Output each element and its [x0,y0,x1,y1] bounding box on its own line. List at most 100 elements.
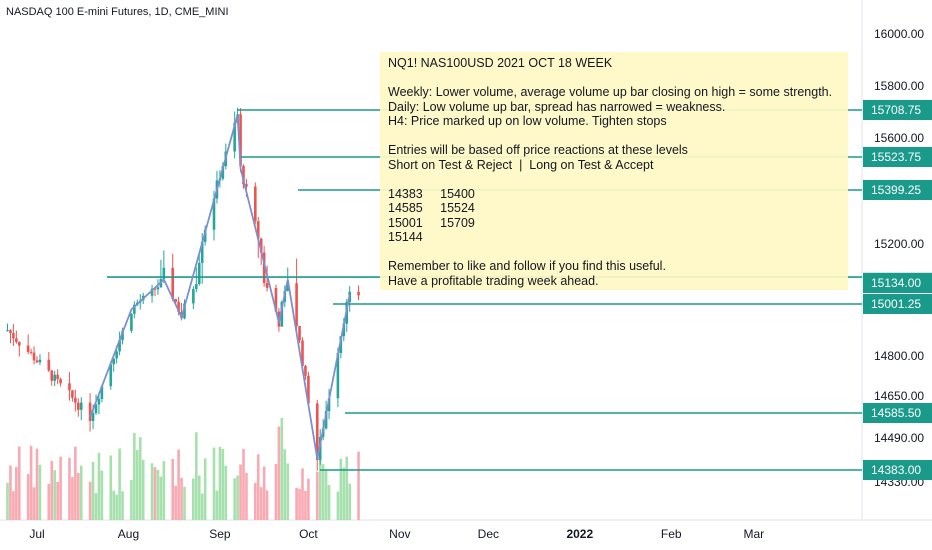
volume-bar [9,465,12,520]
volume-bar [256,454,260,520]
candle-body [56,374,59,380]
volume-bar [239,464,242,520]
note-line: Entries will be based off price reaction… [388,143,688,157]
candle-body [197,262,201,285]
candle-body [192,289,195,304]
volume-bar [100,470,104,520]
x-tick-label: Oct [299,527,318,541]
candle-body [50,370,54,381]
volume-bars [6,417,360,520]
volume-bar [218,446,222,520]
candle-body [9,330,12,334]
price-tag-label: 15399.25 [871,183,921,197]
volume-bar [348,483,351,520]
price-tag-label: 15134.00 [871,276,921,290]
candle-body [15,338,18,342]
time-axis[interactable]: Jul Aug Sep Oct Nov Dec 2022 Feb Mar [29,527,764,541]
candle-body [32,352,36,361]
volume-bar [295,487,298,520]
volume-bar [53,470,56,520]
candle-body [315,403,319,460]
candle-body [71,390,74,398]
candle-body [298,326,301,341]
volume-bar [171,458,174,520]
x-tick-label: Dec [478,527,499,541]
candle-body [221,166,225,179]
volume-bar [133,433,136,520]
volume-bar [162,461,166,520]
zigzag-line [89,114,351,460]
candle-body [133,304,136,314]
candle-body [26,345,30,352]
volume-bar [277,426,281,520]
volume-bar [301,468,304,520]
volume-bar [18,446,21,520]
candle-body [256,221,260,239]
candle-body [327,398,331,412]
candle-body [286,283,290,291]
volume-bar [192,478,195,520]
volume-bar [259,487,263,520]
volume-bar [177,449,180,520]
candle-body [153,288,157,290]
candle-body [130,313,133,331]
candle-body [97,398,101,405]
volume-bar [197,475,201,520]
volume-bar [265,490,269,520]
volume-bar [121,491,124,520]
y-tick-label: 15800.00 [874,79,924,93]
volume-bar [336,491,340,520]
volume-bar [141,459,145,520]
candle-body [324,411,328,429]
candle-body [77,402,80,410]
candle-body [336,353,340,399]
note-line: 15001 15709 [388,215,475,230]
volume-bar [56,481,59,520]
symbol-title[interactable]: NASDAQ 100 E-mini Futures, 1D, CME_MINI [6,6,229,18]
volume-bar [245,472,248,520]
analysis-note[interactable] [380,52,848,290]
volume-bar [242,448,245,520]
candle-body [195,284,198,290]
volume-bar [112,490,115,520]
candle-body [295,283,298,327]
price-tag [863,460,932,480]
volume-bar [136,450,139,520]
y-tick-label: 15600.00 [874,131,924,145]
volume-bar [138,437,142,520]
volume-bar [280,417,284,520]
candle-body [239,114,242,167]
y-tick-label: 14800.00 [874,349,924,363]
candle-body [265,283,269,288]
note-line: Weekly: Lower volume, average volume up … [388,85,833,99]
volume-bar [29,445,33,520]
volume-bar [183,486,186,520]
volume-bar [35,448,39,520]
volume-bar [118,448,121,520]
candle-body [12,333,15,339]
candle-body [112,358,115,365]
candle-body [109,364,113,387]
volume-bar [357,451,360,520]
candle-body [304,366,307,376]
volume-bar [68,457,71,520]
volume-bar [77,472,80,520]
volume-bar [150,463,154,520]
candle-body [29,351,33,353]
price-tag [863,100,932,120]
volume-bar [286,463,290,520]
volume-bar [50,460,54,520]
volume-bar [47,483,51,520]
volume-bar [304,490,307,520]
x-tick-label: Aug [118,527,139,541]
price-tag [863,147,932,167]
candle-body [74,397,77,403]
candle-body [280,301,284,327]
volume-bar [174,485,177,520]
candle-body [200,241,204,263]
candle-body [233,122,236,152]
candle-body [183,303,186,319]
volume-bar [203,458,207,520]
candle-body [59,379,62,384]
x-tick-label: Feb [661,527,682,541]
